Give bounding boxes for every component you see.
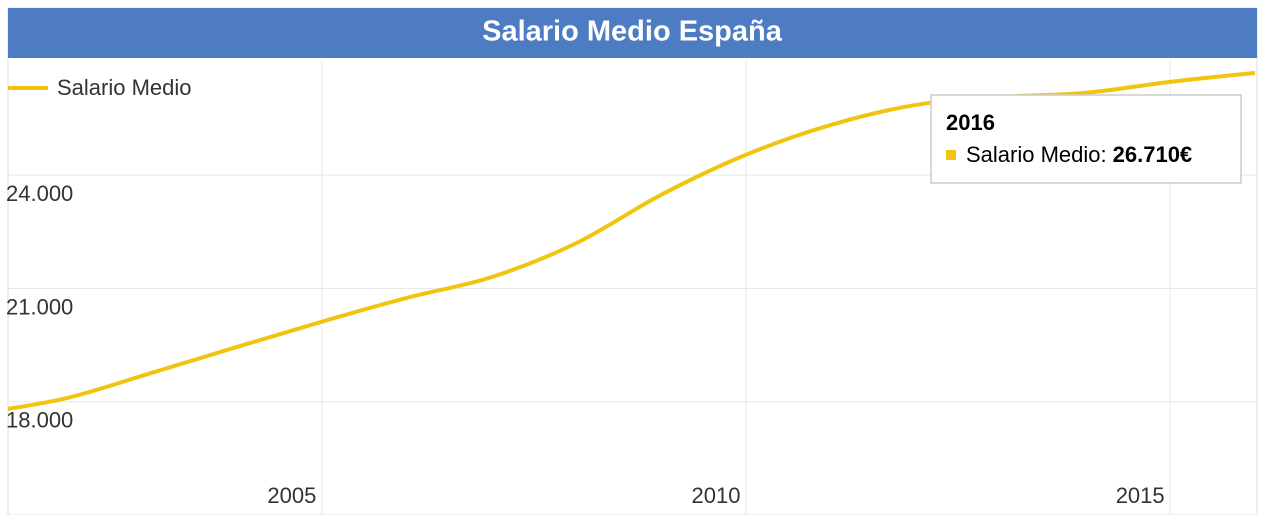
foreground: 18.000 21.000 24.000 2005 2010 2015 Salario Me… <box>6 75 1242 508</box>
tooltip: 2016 Salario Medio: 26.710€ <box>930 94 1242 184</box>
y-tick-label: 21.000 <box>6 294 73 319</box>
chart-title: Salario Medio España <box>482 16 783 48</box>
y-tick-label: 24.000 <box>6 181 73 206</box>
x-tick-label: 2015 <box>1116 483 1165 508</box>
tooltip-box <box>930 94 1242 184</box>
tooltip-value: 26.710€ <box>1113 142 1193 167</box>
tooltip-title: 2016 <box>946 110 995 135</box>
title-bar <box>8 8 1257 58</box>
x-tick-label: 2010 <box>692 483 741 508</box>
tooltip-swatch <box>946 150 956 160</box>
tooltip-text: Salario Medio: 26.710€ <box>966 142 1192 167</box>
y-tick-label: 18.000 <box>6 408 73 433</box>
frame <box>7 7 1258 515</box>
x-tick-label: 2005 <box>267 483 316 508</box>
tooltip-label: Salario Medio: <box>966 142 1107 167</box>
legend-label: Salario Medio <box>57 75 192 100</box>
